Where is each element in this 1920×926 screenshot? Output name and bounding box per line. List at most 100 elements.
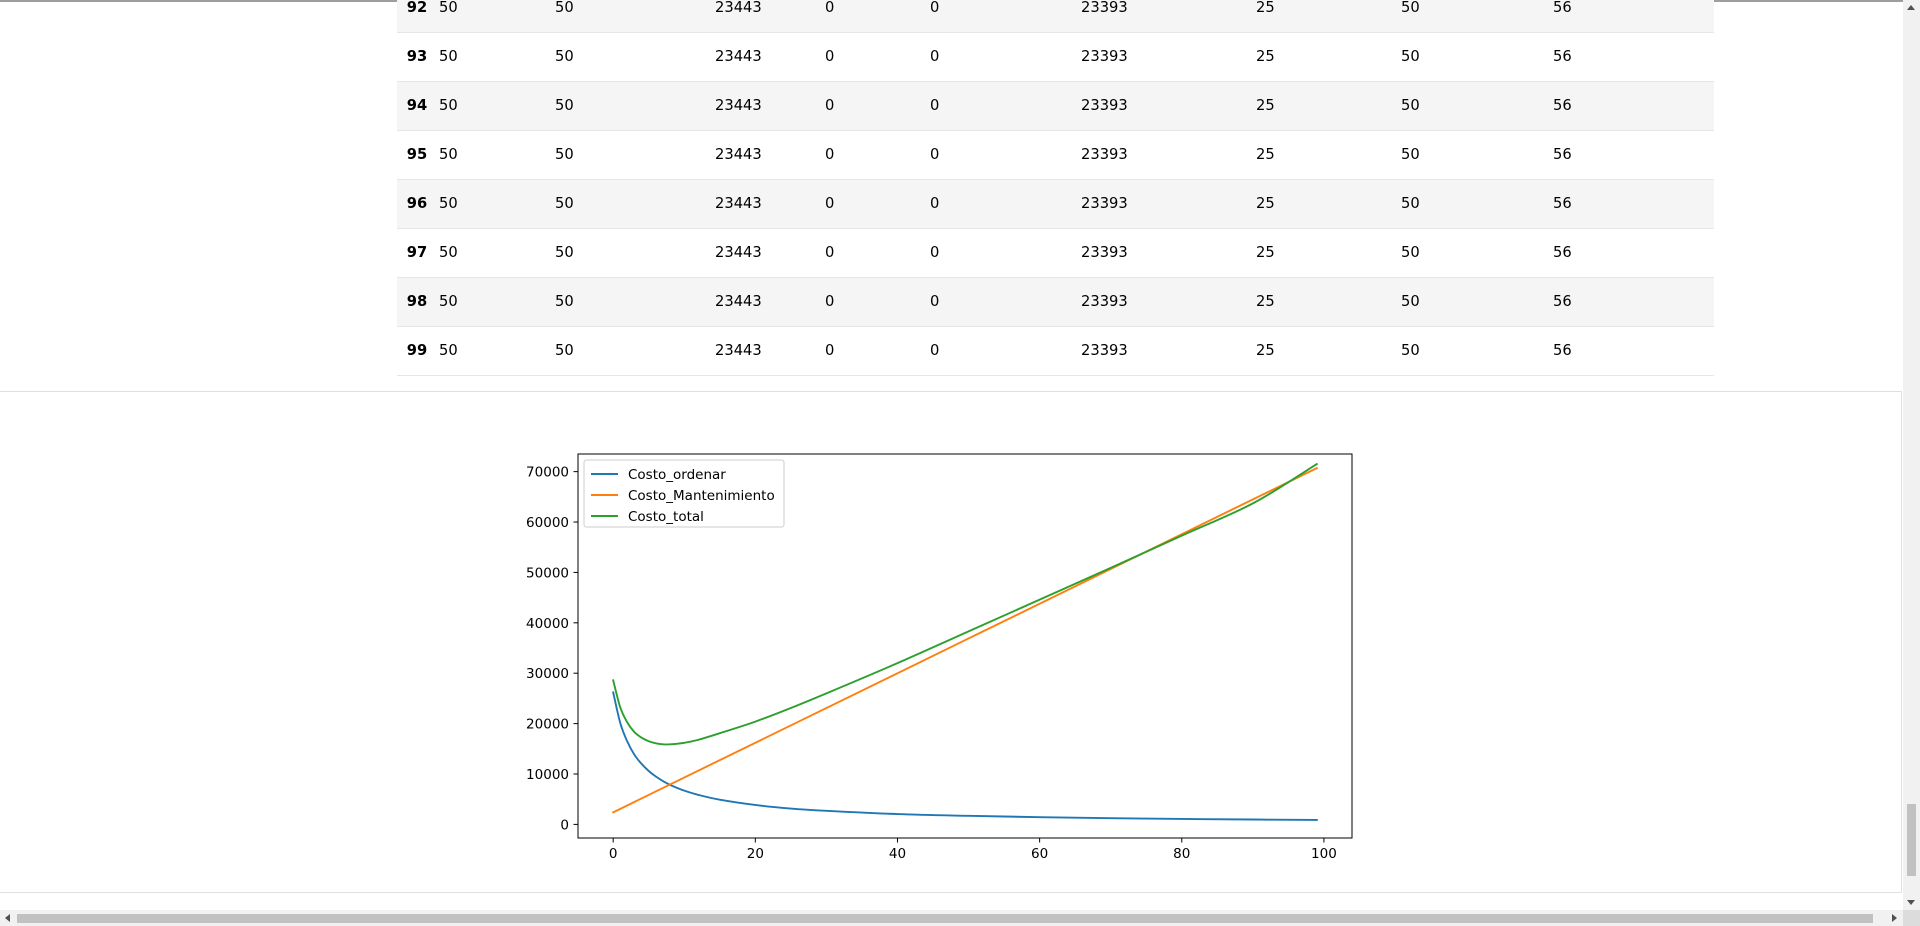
table-cell: 50 <box>437 228 553 278</box>
table-cell: 0 <box>928 81 1079 131</box>
row-index: 95 <box>397 130 437 180</box>
x-tick-label: 40 <box>889 846 906 862</box>
table-cell: 0 <box>823 130 928 180</box>
table-cell: 56 <box>1551 228 1714 278</box>
table-cell: 0 <box>823 326 928 376</box>
table-cell: 25 <box>1254 32 1399 82</box>
chart-series-group <box>611 462 1319 821</box>
row-index: 93 <box>397 32 437 82</box>
table-cell: 0 <box>823 228 928 278</box>
table-cell: 56 <box>1551 81 1714 131</box>
table-cell: 25 <box>1254 81 1399 131</box>
legend-label: Costo_Mantenimiento <box>628 488 775 504</box>
table-cell: 0 <box>928 130 1079 180</box>
table-cell: 0 <box>823 277 928 327</box>
table-cell: 23393 <box>1079 326 1254 376</box>
table-cell: 50 <box>553 0 713 33</box>
table-cell: 0 <box>928 0 1079 33</box>
y-tick-label: 50000 <box>526 565 569 581</box>
table-cell: 50 <box>553 130 713 180</box>
table-cell: 23393 <box>1079 277 1254 327</box>
table-cell: 50 <box>437 32 553 82</box>
table-cell: 56 <box>1551 130 1714 180</box>
table-cell: 50 <box>553 179 713 229</box>
x-tick-label: 100 <box>1311 846 1337 862</box>
table-cell: 23443 <box>713 0 823 33</box>
vertical-scroll-thumb[interactable] <box>1907 804 1916 876</box>
table-cell: 56 <box>1551 0 1714 33</box>
table-cell: 50 <box>1399 326 1551 376</box>
y-tick-label: 0 <box>560 817 569 833</box>
table-cell: 23443 <box>713 179 823 229</box>
table-cell: 50 <box>437 130 553 180</box>
table-cell: 56 <box>1551 32 1714 82</box>
table-cell: 56 <box>1551 179 1714 229</box>
y-tick-label: 60000 <box>526 515 569 531</box>
table-cell: 50 <box>437 326 553 376</box>
cell-output-area: 0 20 40 60 80 100 0 10000 20000 30000 40000 50000 60… <box>0 391 1902 893</box>
series-line-costo_total <box>612 462 1319 746</box>
table-cell: 50 <box>437 81 553 131</box>
table-cell: 0 <box>823 32 928 82</box>
y-tick-label: 20000 <box>526 717 569 733</box>
table-cell: 0 <box>928 179 1079 229</box>
table-cell: 50 <box>437 0 553 33</box>
table-cell: 50 <box>1399 81 1551 131</box>
horizontal-scroll-thumb[interactable] <box>17 914 1873 923</box>
table-cell: 23443 <box>713 81 823 131</box>
table-row: 99 50 50 23443 0 0 23393 25 50 56 <box>397 326 1714 376</box>
vertical-scrollbar[interactable] <box>1903 0 1920 910</box>
table-cell: 50 <box>553 32 713 82</box>
scroll-down-arrow-icon[interactable] <box>1907 900 1915 905</box>
row-index: 92 <box>397 0 437 33</box>
table-cell: 0 <box>928 326 1079 376</box>
table-cell: 25 <box>1254 179 1399 229</box>
scroll-left-arrow-icon[interactable] <box>5 914 10 922</box>
table-cell: 23393 <box>1079 0 1254 33</box>
table-cell: 25 <box>1254 228 1399 278</box>
y-tick-label: 70000 <box>526 465 569 481</box>
table-cell: 50 <box>553 277 713 327</box>
table-cell: 25 <box>1254 0 1399 33</box>
x-tick-label: 20 <box>747 846 764 862</box>
table-cell: 23393 <box>1079 130 1254 180</box>
table-cell: 25 <box>1254 326 1399 376</box>
table-cell: 23443 <box>713 228 823 278</box>
row-index: 99 <box>397 326 437 376</box>
table-row: 97 50 50 23443 0 0 23393 25 50 56 <box>397 228 1714 278</box>
y-tick-label: 10000 <box>526 767 569 783</box>
table-cell: 23443 <box>713 277 823 327</box>
row-index: 97 <box>397 228 437 278</box>
series-line-costo_ordenar <box>612 691 1318 821</box>
table-cell: 50 <box>1399 0 1551 33</box>
table-row: 98 50 50 23443 0 0 23393 25 50 56 <box>397 277 1714 327</box>
table-cell: 0 <box>928 32 1079 82</box>
cost-line-chart: 0 20 40 60 80 100 0 10000 20000 30000 40000 50000 60… <box>526 453 1353 862</box>
legend-label: Costo_ordenar <box>628 467 726 483</box>
x-tick-label: 60 <box>1031 846 1048 862</box>
table-cell: 0 <box>823 179 928 229</box>
plot-frame <box>577 453 1353 839</box>
scroll-up-arrow-icon[interactable] <box>1907 5 1915 10</box>
table-cell: 56 <box>1551 326 1714 376</box>
scrollbar-corner <box>1903 910 1920 926</box>
table-cell: 50 <box>553 326 713 376</box>
table-cell: 0 <box>823 0 928 33</box>
row-index: 94 <box>397 81 437 131</box>
table-cell: 50 <box>1399 277 1551 327</box>
table-cell: 23443 <box>713 32 823 82</box>
table-cell: 0 <box>928 228 1079 278</box>
table-cell: 50 <box>1399 228 1551 278</box>
scroll-right-arrow-icon[interactable] <box>1892 914 1897 922</box>
table-cell: 50 <box>437 277 553 327</box>
table-cell: 50 <box>1399 32 1551 82</box>
horizontal-scrollbar[interactable] <box>0 910 1920 926</box>
table-cell: 23443 <box>713 326 823 376</box>
dataframe-body: 92 50 50 23443 0 0 23393 25 50 56 93 50 50 23443 0 0 233… <box>397 0 1714 376</box>
series-line-costo_mantenimiento <box>611 466 1319 814</box>
table-row: 95 50 50 23443 0 0 23393 25 50 56 <box>397 130 1714 180</box>
table-cell: 25 <box>1254 277 1399 327</box>
x-tick-label: 0 <box>609 846 618 862</box>
table-row: 93 50 50 23443 0 0 23393 25 50 56 <box>397 32 1714 82</box>
row-index: 98 <box>397 277 437 327</box>
